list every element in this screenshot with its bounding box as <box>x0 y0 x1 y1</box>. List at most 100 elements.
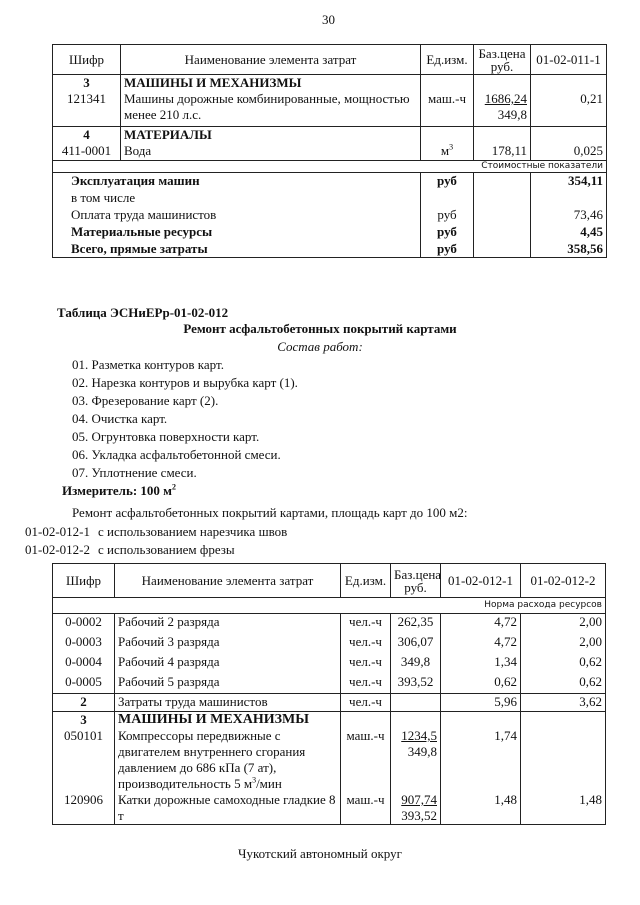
code: 0-0002 <box>52 613 115 634</box>
value-2: 0,62 <box>520 673 606 694</box>
table-row: 2 Затраты труда машинистов чел.-ч 5,96 3… <box>52 693 606 712</box>
table-row: 3 121341 МАШИНЫ И МЕХАНИЗМЫ Машины дорожны… <box>52 74 607 127</box>
summary-label: Материальные ресурсы <box>52 223 421 241</box>
summary-row: в том числе <box>52 189 607 207</box>
code: 411-0001 <box>61 143 112 158</box>
code: 050101 <box>64 728 103 743</box>
value-2: 1,48 <box>579 792 602 807</box>
work-item: 03. Фрезерование карт (2). <box>72 393 219 408</box>
value-1: 4,72 <box>440 613 521 634</box>
unit: маш.-ч <box>346 728 385 743</box>
footer: Чукотский автономный округ <box>238 846 402 861</box>
summary-row: Оплата труда машинистов руб 73,46 <box>52 206 607 224</box>
table-01-02-011: Шифр Наименование элемента затрат Ед.изм… <box>52 44 607 258</box>
price: 1234,5 <box>401 728 437 743</box>
code: 0-0004 <box>52 653 115 674</box>
item-name: Рабочий 2 разряда <box>114 613 341 634</box>
unit: чел.-ч <box>340 613 391 634</box>
price: 907,74 <box>401 792 437 807</box>
summary-unit: руб <box>420 240 474 258</box>
table-row: 3 050101 120906 МАШИНЫ И МЕХАНИЗМЫ Компр… <box>52 711 606 825</box>
header-price: Баз.цена руб. <box>473 44 531 75</box>
header-col1: 01-02-011-1 <box>530 44 607 75</box>
summary-label: Всего, прямые затраты <box>52 240 421 258</box>
price-secondary: 349,8 <box>407 744 437 759</box>
summary-value: 73,46 <box>530 206 607 224</box>
price: 178,11 <box>491 143 527 158</box>
summary-unit: руб <box>420 172 474 190</box>
section-subheading: Состав работ: <box>277 339 363 354</box>
item-name: Затраты труда машинистов <box>114 693 341 712</box>
unit: чел.-ч <box>340 673 391 694</box>
summary-unit <box>420 189 474 207</box>
summary-row: Эксплуатация машин руб 354,11 <box>52 172 607 190</box>
summary-value: 4,45 <box>530 223 607 241</box>
summary-row: Материальные ресурсы руб 4,45 <box>52 223 607 241</box>
value-1: 1,48 <box>494 792 517 807</box>
item-name: Рабочий 5 разряда <box>114 673 341 694</box>
table-row: 0-0003 Рабочий 3 разряда чел.-ч 306,07 4… <box>52 633 606 654</box>
section-number: 4 <box>83 127 90 142</box>
summary-unit: руб <box>420 223 474 241</box>
page-number: 30 <box>322 12 335 27</box>
value: 0,025 <box>573 143 603 158</box>
header-col2: 01-02-012-2 <box>520 563 606 598</box>
summary-value: 358,56 <box>530 240 607 258</box>
value-1: 1,34 <box>440 653 521 674</box>
section-number: 3 <box>83 75 90 90</box>
summary-row: Всего, прямые затраты руб 358,56 <box>52 240 607 258</box>
value-2: 2,00 <box>520 613 606 634</box>
variants: 01-02-012-1 с использованием нарезчика шв… <box>25 524 288 557</box>
unit: чел.-ч <box>340 653 391 674</box>
section-title: МАШИНЫ И МЕХАНИЗМЫ <box>124 75 302 90</box>
value-2: 2,00 <box>520 633 606 654</box>
unit: чел.-ч <box>340 693 391 712</box>
table-row: 0-0002 Рабочий 2 разряда чел.-ч 262,35 4… <box>52 613 606 634</box>
summary-value: 354,11 <box>530 172 607 190</box>
work-item: 02. Нарезка контуров и вырубка карт (1). <box>72 375 298 390</box>
price-secondary: 393,52 <box>401 808 437 823</box>
price: 306,07 <box>390 633 441 654</box>
table-row: 0-0004 Рабочий 4 разряда чел.-ч 349,8 1,… <box>52 653 606 674</box>
section-number: 3 <box>80 712 87 727</box>
works-list: 01. Разметка контуров карт. 02. Нарезка к… <box>72 356 298 482</box>
work-item: 04. Очистка карт. <box>72 411 168 426</box>
item-name: Рабочий 4 разряда <box>114 653 341 674</box>
value: 0,21 <box>580 91 603 106</box>
code: 2 <box>52 693 115 712</box>
unit: маш.-ч <box>427 91 467 106</box>
work-item: 06. Укладка асфальтобетонной смеси. <box>72 447 281 462</box>
header-code: Шифр <box>52 563 115 598</box>
summary-unit: руб <box>420 206 474 224</box>
summary-label: в том числе <box>52 189 421 207</box>
code: 120906 <box>64 792 103 807</box>
header-name: Наименование элемента затрат <box>120 44 421 75</box>
value-1: 5,96 <box>440 693 521 712</box>
value-2: 3,62 <box>520 693 606 712</box>
unit: маш.-ч <box>346 792 385 807</box>
code: 121341 <box>67 91 106 106</box>
measure: Измеритель: 100 м2 <box>62 482 177 498</box>
price: 349,8 <box>390 653 441 674</box>
item-name: Машины дорожные комбинированные, мощност… <box>124 91 410 122</box>
table-row: 4 411-0001 МАТЕРИАЛЫ Вода м3 178,11 0,025 <box>52 126 607 161</box>
header-unit: Ед.изм. <box>420 44 474 75</box>
price-secondary: 349,8 <box>497 107 527 122</box>
value-2: 0,62 <box>520 653 606 674</box>
value-2 <box>524 728 602 792</box>
cost-label: Стоимостные показатели <box>52 160 607 173</box>
work-item: 07. Уплотнение смеси. <box>72 465 197 480</box>
item-name: Катки дорожные самоходные гладкие 8 т <box>118 792 336 823</box>
header-name: Наименование элемента затрат <box>114 563 341 598</box>
work-item: 05. Огрунтовка поверхности карт. <box>72 429 260 444</box>
section-title: МАШИНЫ И МЕХАНИЗМЫ <box>118 712 310 727</box>
summary-label: Эксплуатация машин <box>52 172 421 190</box>
section-title: МАТЕРИАЛЫ <box>124 127 212 142</box>
summary-value <box>530 189 607 207</box>
unit: м3 <box>440 142 454 158</box>
value-1: 1,74 <box>494 728 517 743</box>
table-01-02-012: Шифр Наименование элемента затрат Ед.изм… <box>52 563 606 825</box>
item-name: Вода <box>124 143 152 158</box>
section-heading: Ремонт асфальтобетонных покрытий картами <box>183 321 457 336</box>
